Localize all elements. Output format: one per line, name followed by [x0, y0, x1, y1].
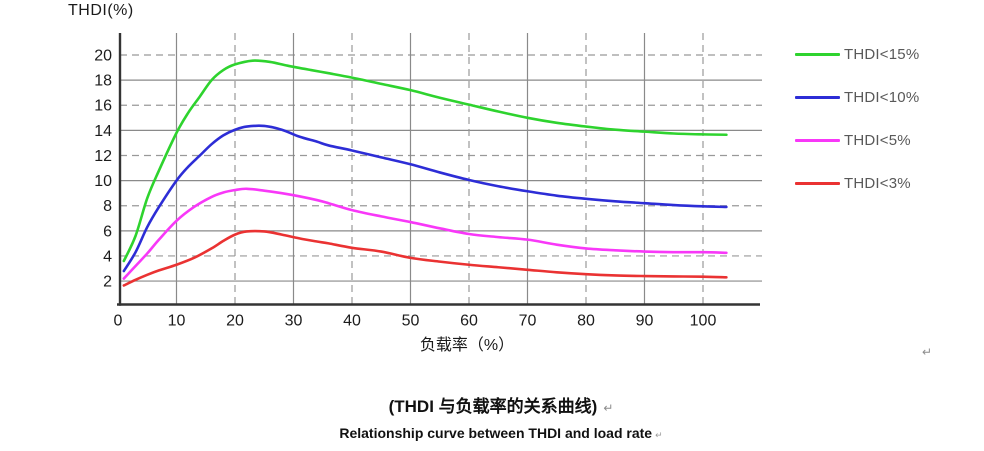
pilcrow-return-icon: ↵ [655, 430, 663, 440]
y-axis-title: THDI(%) [68, 2, 134, 19]
legend-swatch-blue-icon [795, 96, 840, 99]
x-tick-label: 50 [402, 313, 420, 330]
y-tick-label: 16 [94, 98, 112, 115]
y-tick-label: 18 [94, 73, 112, 90]
x-tick-label: 70 [519, 313, 537, 330]
y-tick-label: 2 [103, 274, 112, 291]
x-tick-label: 30 [285, 313, 303, 330]
legend-swatch-green-icon [795, 53, 840, 56]
y-tick-label: 6 [103, 223, 112, 240]
caption-english-text: Relationship curve between THDI and load… [339, 425, 653, 441]
y-tick-label: 14 [94, 123, 112, 140]
pilcrow-return-icon: ↵ [922, 345, 933, 359]
legend-item-thdi-10: THDI<10% [795, 76, 975, 119]
y-tick-label: 4 [103, 248, 112, 265]
legend-swatch-magenta-icon [795, 139, 840, 142]
pilcrow-return-icon: ↵ [603, 401, 614, 415]
curve-THDI<3% [122, 229, 728, 287]
x-tick-label: 20 [226, 313, 244, 330]
x-tick-label: 100 [690, 313, 717, 330]
x-tick-label: 80 [577, 313, 595, 330]
legend-swatch-red-icon [795, 182, 840, 185]
x-tick-label: 60 [460, 313, 478, 330]
x-tick-label: 90 [636, 313, 654, 330]
legend-item-thdi-5: THDI<5% [795, 119, 975, 162]
x-tick-label: 40 [343, 313, 361, 330]
legend-label: THDI<10% [844, 89, 920, 106]
y-tick-label: 20 [94, 48, 112, 65]
legend-label: THDI<3% [844, 175, 911, 192]
legend-item-thdi-3: THDI<3% [795, 162, 975, 205]
x-tick-label: 0 [114, 313, 123, 330]
thdi-load-rate-line-chart: 2 4 6 8 10 12 14 16 18 20 0 10 20 30 40 50 60 70 80 90 100 [94, 33, 762, 330]
y-tick-label: 12 [94, 148, 112, 165]
legend-label: THDI<5% [844, 132, 911, 149]
y-tick-label: 8 [103, 198, 112, 215]
x-tick-label: 10 [168, 313, 186, 330]
chart-legend: THDI<15% THDI<10% THDI<5% THDI<3% [795, 33, 975, 205]
caption-chinese: (THDI 与负载率的关系曲线) ↵ [0, 392, 984, 417]
y-tick-label: 10 [94, 173, 112, 190]
caption-english: Relationship curve between THDI and load… [0, 425, 984, 441]
curve-THDI<5% [122, 187, 728, 280]
legend-item-thdi-15: THDI<15% [795, 33, 975, 76]
x-axis-title: 负载率（%） [419, 337, 515, 354]
caption-chinese-text: (THDI 与负载率的关系曲线) [388, 397, 598, 416]
curve-THDI<15% [122, 59, 728, 263]
curve-THDI<10% [122, 124, 728, 273]
legend-label: THDI<15% [844, 46, 920, 63]
